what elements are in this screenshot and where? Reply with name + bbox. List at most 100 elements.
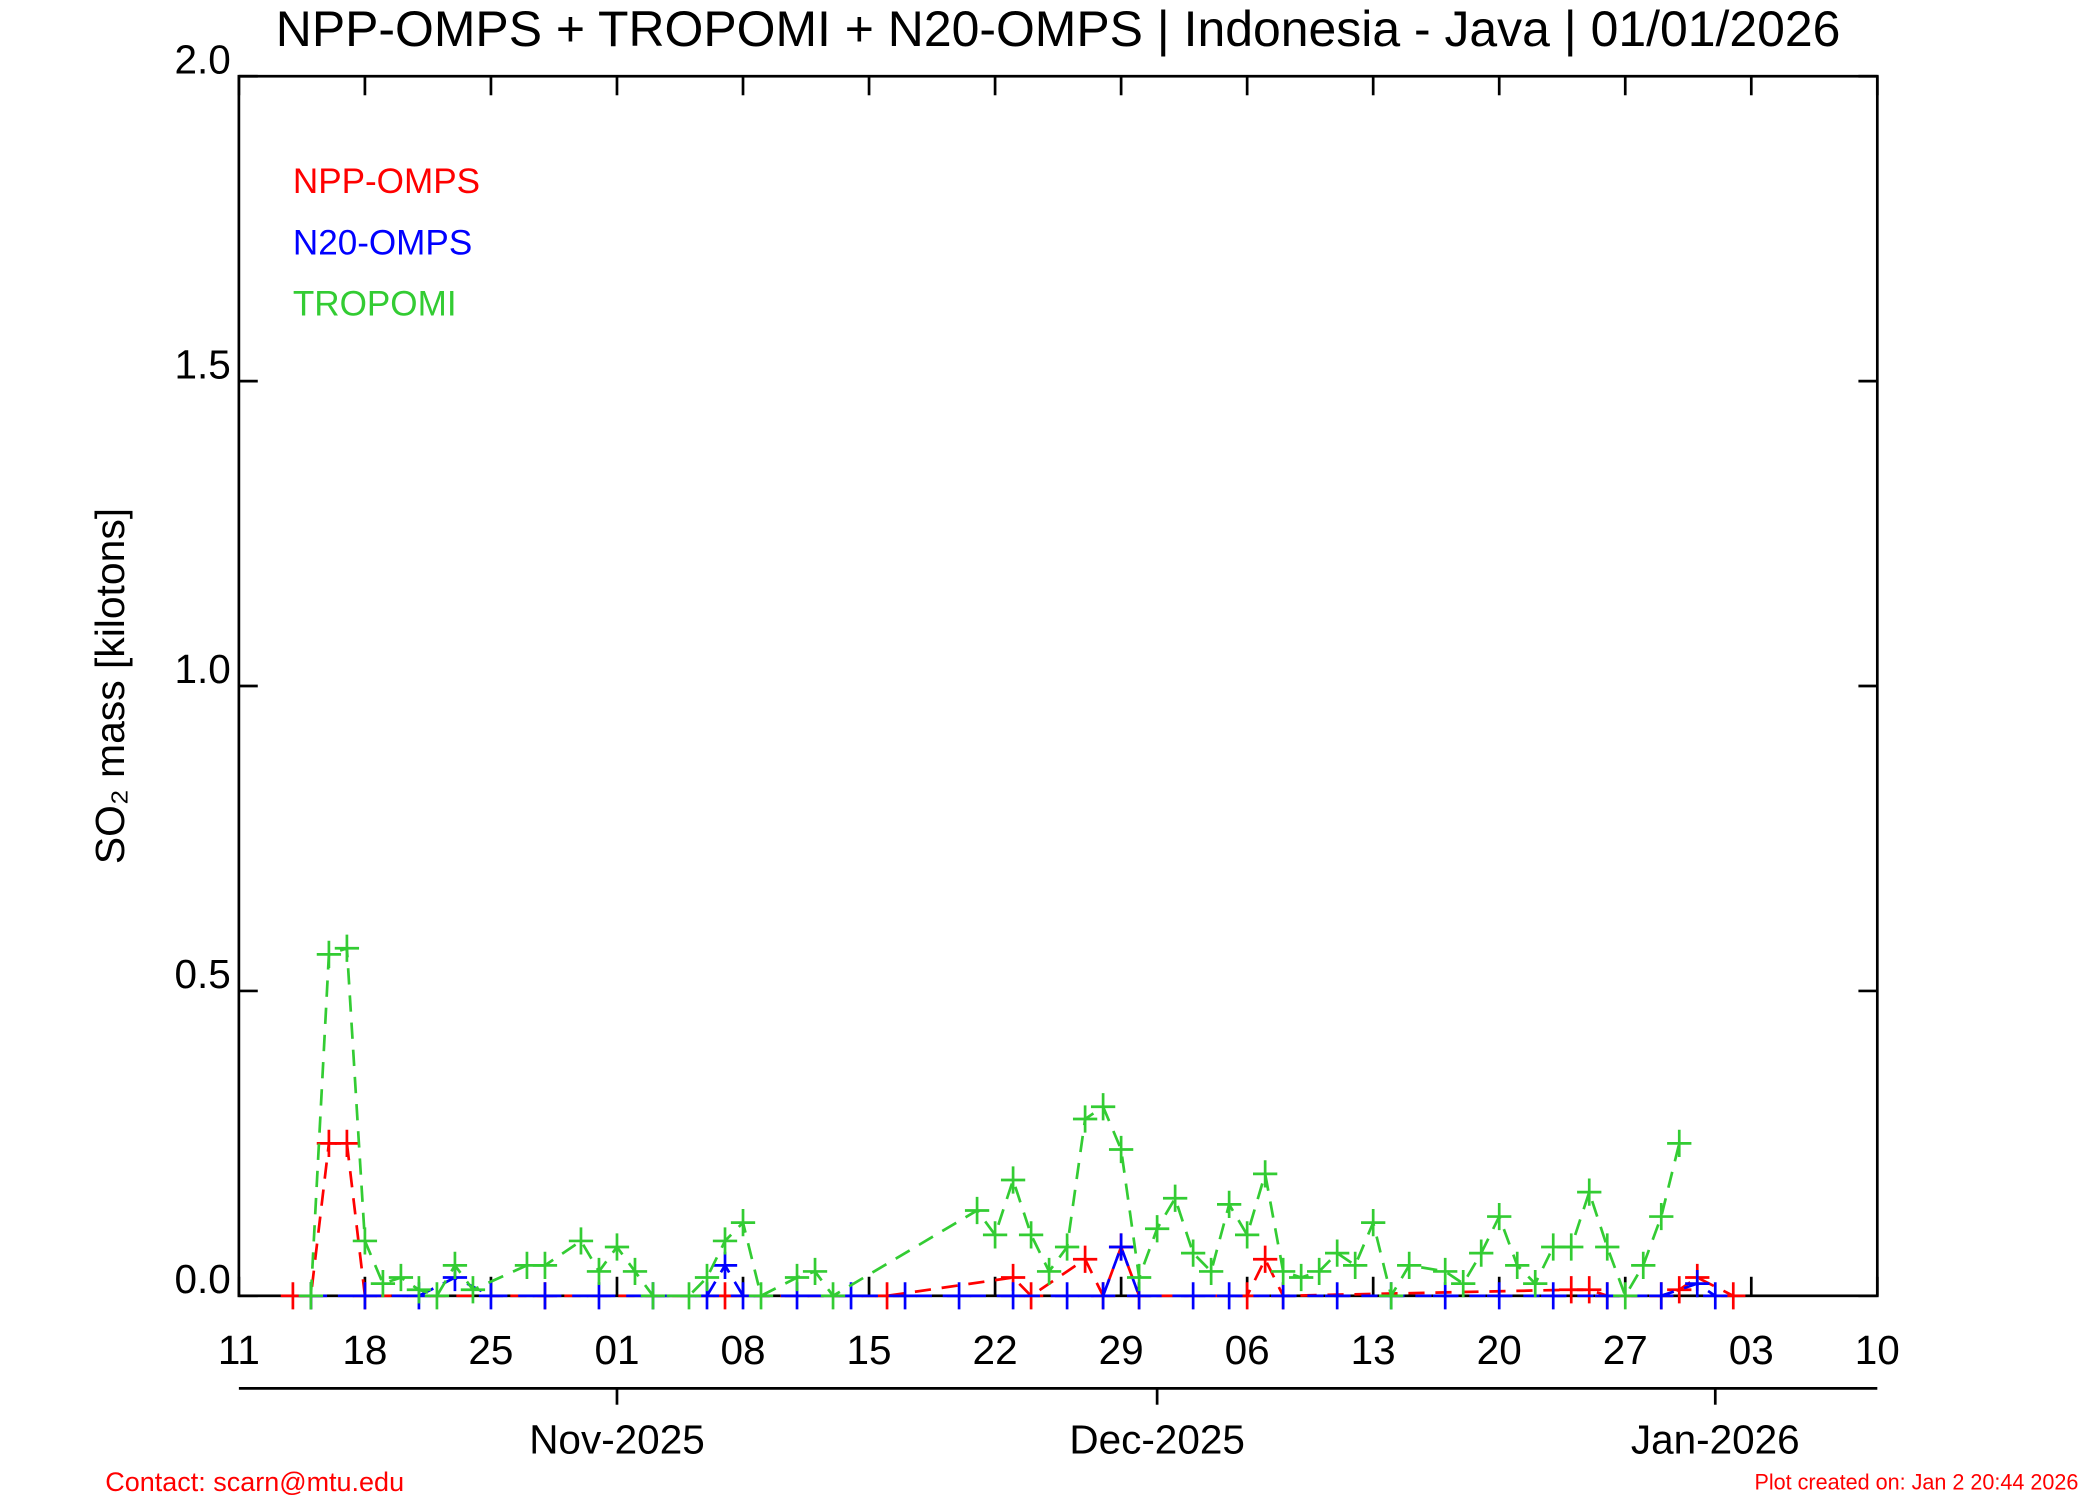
data-point: [1667, 1276, 1692, 1304]
data-point: [1487, 1202, 1512, 1231]
data-point: [1144, 1215, 1170, 1243]
x-tick-label: 03: [1729, 1327, 1774, 1373]
data-point: [352, 1282, 378, 1310]
y-axis-label: SO₂ mass [kilotons]: [87, 508, 133, 864]
data-point: [568, 1227, 594, 1255]
data-point: [1000, 1166, 1026, 1194]
month-label: Dec-2025: [1069, 1416, 1245, 1462]
data-point: [1523, 1270, 1548, 1298]
data-point: [1559, 1233, 1584, 1261]
data-point: [712, 1227, 738, 1255]
data-point: [1577, 1178, 1602, 1206]
month-label: Nov-2025: [529, 1416, 705, 1462]
data-point: [1631, 1251, 1656, 1279]
data-point: [478, 1282, 504, 1310]
data-point: [388, 1263, 414, 1292]
x-tick-label: 20: [1477, 1327, 1522, 1373]
data-point: [964, 1196, 990, 1225]
data-point: [1108, 1135, 1134, 1164]
data-point: [1216, 1282, 1242, 1310]
data-point: [694, 1263, 720, 1292]
data-point: [460, 1276, 486, 1304]
data-point: [1271, 1282, 1296, 1310]
y-tick-label: 2.0: [174, 36, 230, 82]
month-label: Jan-2026: [1631, 1416, 1800, 1462]
x-tick-label: 29: [1099, 1327, 1144, 1373]
data-point: [1180, 1282, 1206, 1310]
data-point: [1235, 1221, 1260, 1249]
x-tick-label: 27: [1603, 1327, 1648, 1373]
x-tick-label: 22: [973, 1327, 1018, 1373]
data-point: [1469, 1239, 1494, 1267]
data-point: [622, 1257, 648, 1286]
data-point: [946, 1282, 972, 1310]
data-point: [1505, 1251, 1530, 1279]
data-point: [1289, 1263, 1314, 1292]
data-point: [604, 1233, 630, 1261]
data-point: [586, 1257, 612, 1286]
series-line: [292, 1142, 1734, 1300]
data-point: [442, 1251, 468, 1279]
data-point: [1451, 1270, 1476, 1298]
data-point: [316, 940, 342, 968]
x-tick-label: 18: [342, 1327, 387, 1373]
data-point: [784, 1263, 810, 1292]
created-note: Plot created on: Jan 2 20:44 2026: [1754, 1469, 2078, 1494]
x-tick-label: 11: [218, 1327, 260, 1373]
data-point: [730, 1209, 756, 1237]
data-point: [424, 1282, 450, 1310]
data-point: [1595, 1233, 1620, 1261]
data-point: [820, 1282, 846, 1310]
data-point: [1703, 1282, 1728, 1310]
data-point: [1613, 1282, 1638, 1310]
y-tick-label: 1.0: [174, 646, 230, 692]
data-point: [1054, 1233, 1080, 1261]
data-point: [370, 1270, 396, 1298]
legend-entry: TROPOMI: [293, 284, 457, 323]
x-tick-label: 15: [847, 1327, 892, 1373]
y-tick-label: 0.0: [174, 1256, 230, 1302]
data-point: [532, 1282, 558, 1310]
plot-frame: [237, 74, 1879, 1298]
data-point: [1162, 1184, 1188, 1212]
data-point: [1307, 1257, 1332, 1286]
legend-entry: NPP-OMPS: [293, 162, 480, 201]
data-point: [1054, 1282, 1080, 1310]
data-point: [1541, 1282, 1566, 1310]
data-point: [1433, 1257, 1458, 1286]
x-tick-label: 13: [1351, 1327, 1396, 1373]
data-point: [1649, 1202, 1674, 1231]
data-point: [1649, 1282, 1674, 1310]
x-tick-label: 10: [1855, 1327, 1900, 1373]
data-point: [1090, 1282, 1116, 1310]
data-point: [532, 1251, 558, 1279]
data-point: [1397, 1251, 1422, 1279]
legend-entry: N20-OMPS: [293, 223, 472, 262]
data-point: [1072, 1105, 1098, 1133]
data-point: [1487, 1282, 1512, 1310]
data-point: [1000, 1282, 1026, 1310]
y-tick-label: 1.5: [174, 341, 230, 387]
data-point: [1253, 1160, 1278, 1188]
data-point: [1090, 1093, 1116, 1121]
contact: Contact: scarn@mtu.edu: [105, 1466, 404, 1497]
data-point: [676, 1282, 702, 1310]
data-point: [1343, 1251, 1368, 1279]
x-tick-label: 25: [468, 1327, 513, 1373]
data-point: [1325, 1239, 1350, 1267]
x-tick-label: 08: [720, 1327, 765, 1373]
data-point: [1667, 1129, 1692, 1157]
data-point: [1685, 1270, 1710, 1298]
data-point: [1126, 1263, 1152, 1292]
data-point: [802, 1257, 828, 1286]
data-point: [1180, 1239, 1206, 1267]
data-point: [1018, 1221, 1044, 1249]
data-point: [1325, 1282, 1350, 1310]
data-point: [1198, 1257, 1224, 1286]
data-point: [1216, 1190, 1242, 1218]
data-point: [640, 1282, 666, 1310]
data-point: [1036, 1257, 1062, 1286]
data-point: [298, 1282, 324, 1310]
data-point: [1433, 1282, 1458, 1310]
